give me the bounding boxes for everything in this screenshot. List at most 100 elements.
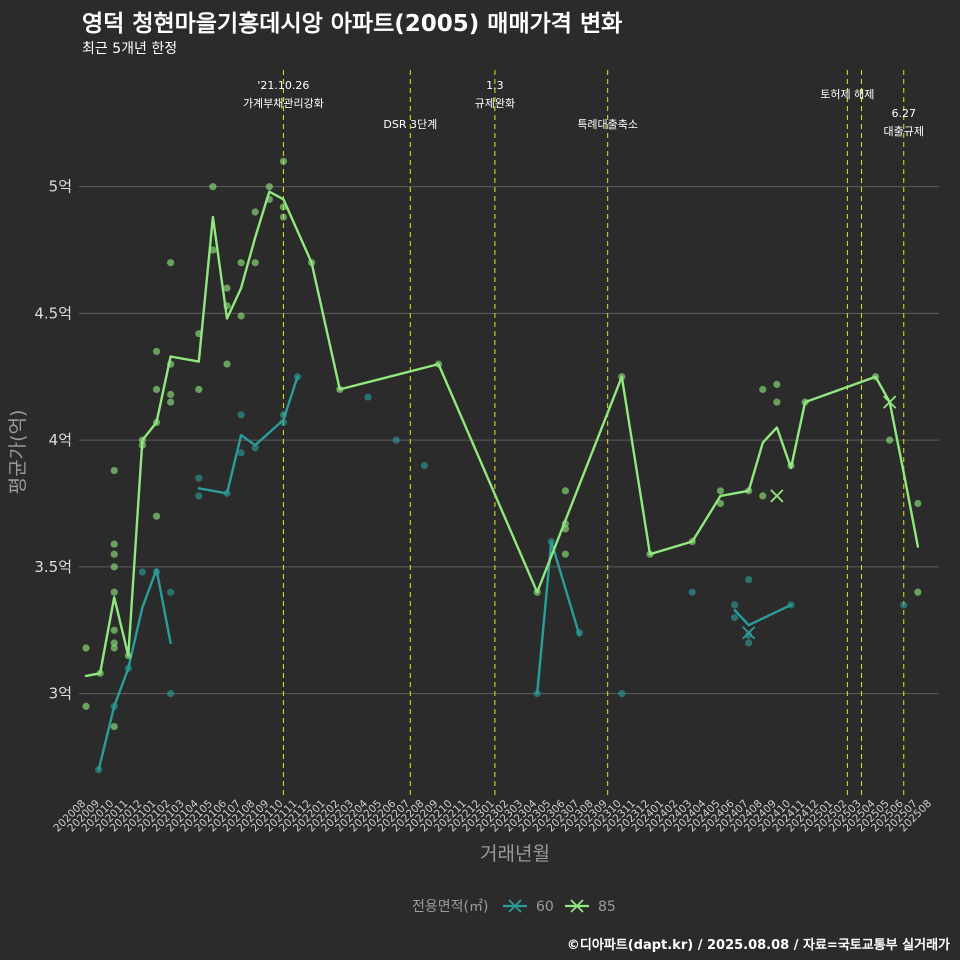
x-tick-labels: 2020082020092020102020112020122021012021… (51, 797, 934, 834)
data-point-85 (138, 441, 147, 449)
data-point-60 (195, 474, 203, 482)
data-point-85 (716, 499, 725, 508)
x-marker-85 (883, 395, 897, 409)
data-point-85 (773, 380, 781, 388)
event-label: 대출규제 (884, 125, 924, 138)
data-point-85 (279, 203, 288, 211)
data-point-85 (886, 436, 894, 444)
data-point-85 (618, 373, 626, 381)
data-point-60 (730, 613, 739, 622)
data-point-85 (209, 183, 217, 191)
data-point-85 (533, 588, 541, 596)
data-point-85 (561, 520, 569, 528)
y-axis-title: 평균가(억) (7, 410, 29, 495)
data-point-60 (237, 449, 245, 457)
data-point-85 (646, 550, 654, 558)
data-point-60 (167, 690, 175, 698)
data-point-85 (308, 259, 316, 267)
event-label: 1.3 (486, 79, 504, 92)
y-tick-label: 5억 (49, 178, 72, 196)
series-lines (84, 190, 920, 771)
x-marker-85 (770, 489, 784, 503)
data-point-60 (167, 588, 175, 596)
data-point-60 (730, 601, 739, 609)
event-label: 특례대출축소 (577, 118, 638, 131)
data-point-85 (279, 213, 288, 221)
data-point-85 (82, 644, 90, 652)
data-point-85 (167, 398, 175, 406)
y-tick-label: 4억 (49, 431, 72, 449)
data-point-60 (547, 537, 555, 546)
data-point-60 (420, 461, 429, 470)
data-point-85 (223, 302, 231, 310)
data-point-85 (914, 588, 922, 596)
event-label: 토허제 해제 (820, 87, 874, 101)
data-point-60 (152, 568, 161, 576)
legend-title: 전용면적(㎡) (412, 899, 488, 915)
data-point-85 (787, 461, 795, 470)
data-point-60 (237, 411, 245, 419)
data-point-85 (195, 385, 203, 394)
data-point-85 (237, 259, 245, 267)
data-point-85 (167, 259, 175, 267)
data-point-85 (152, 385, 161, 394)
data-point-85 (110, 644, 118, 652)
y-tick-label: 3억 (49, 685, 72, 703)
data-point-60 (293, 373, 302, 381)
data-point-85 (561, 487, 569, 495)
data-point-85 (110, 639, 118, 647)
event-label: 규제완화 (475, 97, 515, 110)
data-point-85 (434, 360, 443, 368)
data-point-60 (900, 601, 908, 609)
data-point-60 (533, 690, 541, 698)
data-point-85 (336, 385, 344, 394)
series-line-60 (733, 603, 793, 627)
data-point-60 (138, 568, 147, 576)
data-point-60 (279, 411, 288, 419)
data-point-60 (745, 639, 753, 647)
data-point-60 (124, 664, 132, 672)
data-point-85 (265, 195, 273, 203)
y-tick-labels: 3억 3.5억 4억 4.5억 5억 (34, 178, 72, 703)
data-point-85 (124, 651, 132, 660)
data-point-60 (223, 489, 231, 497)
data-point-85 (237, 312, 245, 320)
data-point-60 (195, 492, 203, 500)
legend-label-60: 60 (536, 899, 554, 915)
data-point-85 (195, 330, 203, 338)
data-point-85 (152, 418, 161, 426)
data-point-85 (223, 284, 231, 292)
data-point-85 (152, 512, 161, 520)
data-point-85 (871, 373, 880, 381)
x-marker-60 (742, 626, 756, 640)
legend-marker-60 (508, 899, 522, 913)
event-label: '21.10.26 (257, 79, 309, 92)
chart-title: 영덕 청현마을기흥데시앙 아파트(2005) 매매가격 변화 (82, 11, 623, 37)
data-point-85 (152, 347, 161, 356)
data-point-85 (265, 183, 273, 191)
legend: 전용면적(㎡) 60 85 (412, 899, 616, 915)
data-point-60 (279, 418, 288, 426)
data-point-60 (110, 702, 118, 710)
data-point-85 (914, 499, 922, 508)
data-point-60 (618, 690, 626, 698)
data-point-85 (110, 550, 118, 558)
data-point-85 (110, 588, 118, 596)
data-point-85 (251, 208, 259, 216)
y-tick-label: 4.5억 (34, 304, 72, 322)
series-line-60 (97, 568, 172, 771)
data-point-85 (801, 398, 809, 406)
x-axis-title: 거래년월 (480, 843, 550, 865)
data-point-85 (110, 626, 118, 634)
data-point-85 (688, 537, 696, 546)
y-tick-label: 3.5억 (34, 558, 72, 576)
legend-marker-85 (570, 899, 584, 913)
data-point-85 (745, 487, 753, 495)
event-label: 가계부채관리강화 (243, 97, 324, 110)
data-point-85 (167, 390, 175, 399)
data-point-60 (364, 393, 372, 401)
data-point-85 (716, 487, 725, 495)
data-point-85 (96, 669, 104, 677)
data-point-85 (561, 550, 569, 558)
